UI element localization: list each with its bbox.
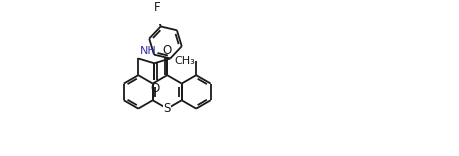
Text: NH: NH bbox=[140, 46, 157, 56]
Text: O: O bbox=[162, 44, 172, 57]
Text: S: S bbox=[163, 102, 171, 115]
Text: F: F bbox=[154, 1, 161, 14]
Text: O: O bbox=[151, 82, 160, 95]
Text: CH₃: CH₃ bbox=[174, 56, 196, 66]
